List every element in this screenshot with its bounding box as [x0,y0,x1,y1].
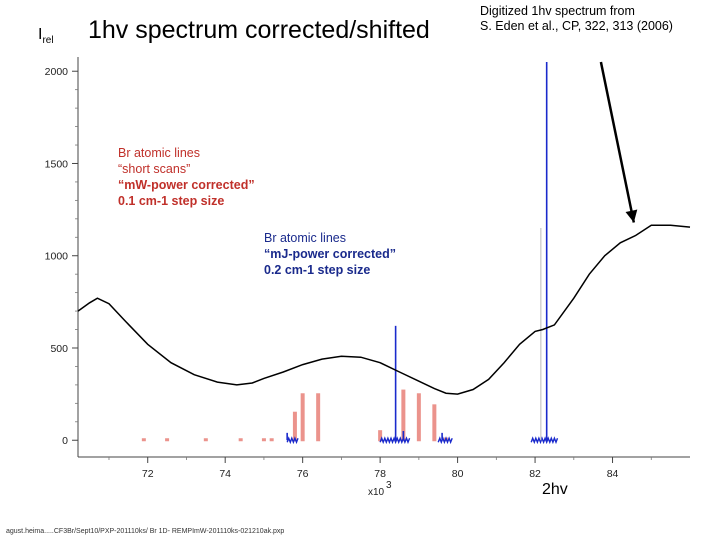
red-atomic-line [165,438,170,442]
red-atomic-line [416,393,421,442]
callout-arrow-head [625,209,638,223]
x-exponent-power: 3 [386,480,392,491]
y-tick-label: 1500 [45,158,69,170]
spectrum-1hv-line [77,224,691,395]
red-atomic-line [261,438,266,442]
x-tick-label: 74 [219,468,231,480]
file-path-footer: agust.heima.....CF3Br/Sept10/PXP-201110k… [6,528,285,535]
y-tick-label: 0 [62,435,68,447]
red-atomic-line [300,393,305,442]
x-tick-label: 76 [297,468,309,480]
red-annotation-line-2: “short scans” [118,162,191,176]
blue-annotation-line-1: Br atomic lines [264,231,346,245]
red-atomic-line [316,393,321,442]
blue-baseline-noise [530,436,559,445]
citation: Digitized 1hv spectrum from S. Eden et a… [480,4,673,34]
ylabel-sub: rel [42,35,54,47]
ylabel-main: I [38,26,43,43]
red-atomic-line [269,438,274,442]
blue-baseline-noise [437,436,453,445]
red-annotation-line-4: 0.1 cm-1 step size [118,194,225,208]
citation-line-2: S. Eden et al., CP, 322, 313 (2006) [480,19,673,33]
y-tick-label: 500 [50,343,68,355]
chart-title: 1hv spectrum corrected/shifted [88,16,430,44]
short-scans-annotation: Br atomic lines “short scans” “mW-power … [118,145,255,209]
x-tick-label: 80 [452,468,464,480]
red-atomic-line [141,438,146,442]
red-atomic-line [401,389,406,442]
red-atomic-line [378,430,383,442]
x-exponent-label: x10 [368,487,385,498]
blue-baseline-noise [379,436,411,445]
blue-baseline-noise [286,436,299,445]
x-tick-label: 82 [529,468,541,480]
red-annotation-line-3: “mW-power corrected” [118,178,255,192]
callout-arrow [599,61,636,223]
red-atomic-line [238,438,243,442]
x-tick-label: 84 [607,468,619,480]
blue-annotation-line-2: “mJ-power corrected” [264,247,396,261]
x-unit-label: 2hv [542,481,568,498]
blue-annotation-line-3: 0.2 cm-1 step size [264,263,371,277]
x-tick-label: 78 [374,468,386,480]
red-annotation-line-1: Br atomic lines [118,146,200,160]
y-tick-label: 2000 [45,66,69,78]
x-tick-label: 72 [142,468,154,480]
red-atomic-line [203,438,208,442]
red-atomic-line [292,411,297,442]
mj-power-annotation: Br atomic lines “mJ-power corrected” 0.2… [264,230,396,278]
y-tick-label: 1000 [45,251,69,263]
y-axis-label: Irel [38,26,54,46]
red-atomic-line [432,404,437,442]
citation-line-1: Digitized 1hv spectrum from [480,4,635,18]
